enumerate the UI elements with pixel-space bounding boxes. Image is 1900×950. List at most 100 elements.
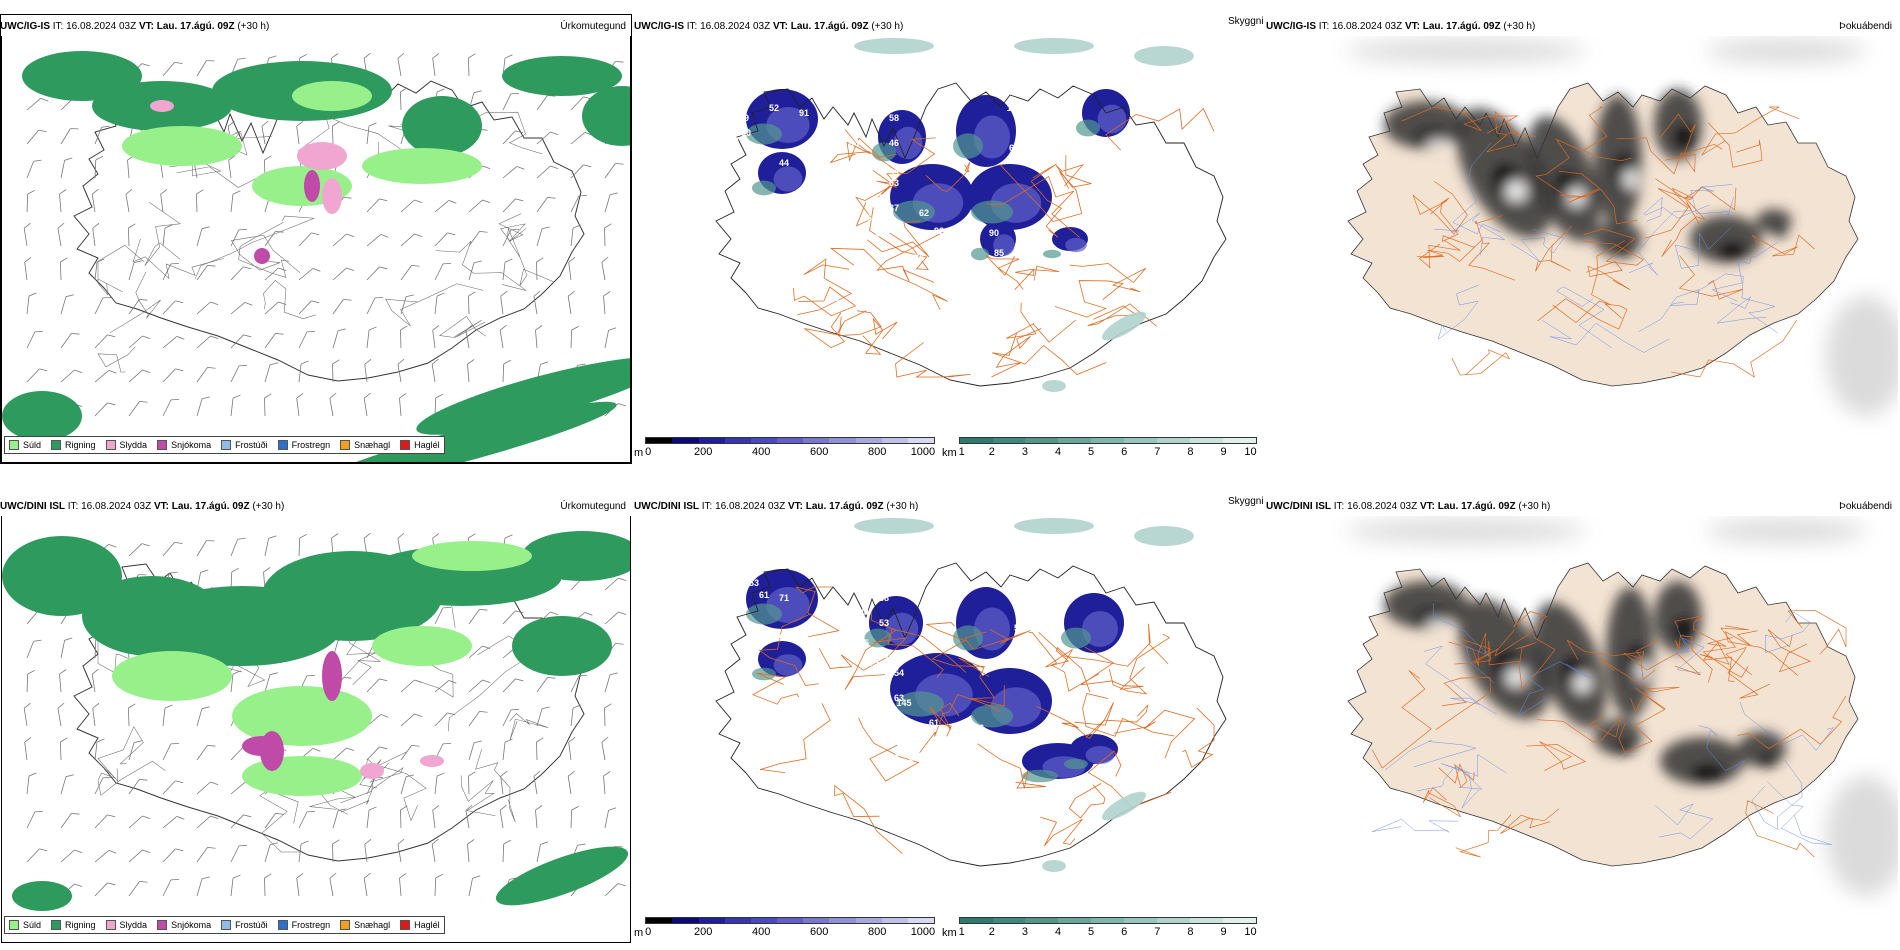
colorbar-cell — [1091, 438, 1125, 443]
colorbar-cell — [1124, 918, 1158, 923]
ceiling-value: 44 — [779, 158, 789, 168]
precip-areas — [2, 51, 630, 462]
model-name: UWC/DINI ISL — [1266, 501, 1331, 512]
ceiling-value: 38 — [859, 758, 869, 768]
it-value: 16.08.2024 03Z — [81, 501, 152, 512]
legend-item: Haglél — [400, 440, 440, 450]
ceiling-value: 66 — [879, 588, 889, 598]
ceiling-value: 60 — [741, 128, 751, 138]
legend-item: Rigning — [51, 440, 96, 450]
ceiling-value: 54 — [1014, 623, 1024, 633]
colorbar-cell — [750, 918, 778, 923]
ceiling-value: 80 — [739, 248, 749, 258]
colorbar-tick: 6 — [1121, 926, 1128, 938]
ceiling-value: 90 — [989, 228, 999, 238]
legend-label: Súld — [23, 440, 42, 450]
ceiling-value: 95 — [731, 148, 741, 158]
ceiling-value: 61 — [759, 590, 769, 600]
ceiling-value: 89 — [954, 748, 964, 758]
it-value: 16.08.2024 03Z — [1332, 21, 1403, 32]
row1-header-vis: UWC/IG-IS IT: 16.08.2024 03Z VT: Lau. 17… — [634, 18, 1264, 34]
colorbar-tick: 800 — [867, 926, 887, 938]
legend-swatch — [221, 920, 232, 930]
colorbar-cell — [959, 918, 993, 923]
colorbar-cell — [1025, 438, 1059, 443]
colorbar-unit: m — [634, 447, 644, 459]
panel-title-visibility: Skyggni — [1228, 16, 1264, 27]
vt-value: Lau. 17.ágú. 09Z — [805, 501, 884, 512]
colorbar-tick: 800 — [867, 446, 887, 458]
ceiling-value: 53 — [889, 168, 899, 178]
colorbar-cell — [881, 438, 909, 443]
ceiling-value: 76 — [969, 743, 979, 753]
model-name: UWC/DINI ISL — [0, 501, 65, 512]
colorbar-tick: 1000 — [910, 926, 936, 938]
ceiling-value: 62 — [919, 208, 929, 218]
ceiling-value: 58 — [879, 573, 889, 583]
ceiling-value: 50 — [864, 158, 874, 168]
legend-swatch — [340, 920, 351, 930]
visibility-map-bottom: 56 94 63 61 71 57 74 66 44 58 38 53 55 75 53 54 63 57 145 6… — [634, 516, 1264, 916]
colorbar-cell — [1025, 918, 1059, 923]
colorbar-tick: 8 — [1187, 926, 1194, 938]
colorbar-tick: 9 — [1220, 446, 1227, 458]
visibility-map-top: 75 52 91 69 74 60 95 85 44 87 83 58 46 50 53 63 63 54 61 87… — [634, 36, 1264, 434]
precip-areas — [2, 531, 630, 911]
legend-label: Frostúði — [235, 920, 268, 930]
legend-item: Haglél — [400, 920, 440, 930]
legend-swatch — [105, 920, 116, 930]
row2-header-vis: UWC/DINI ISL IT: 16.08.2024 03Z VT: Lau.… — [634, 498, 1264, 514]
ceiling-value: 86 — [974, 723, 984, 733]
legend-label: Frostregn — [291, 440, 331, 450]
ceiling-value: 63 — [889, 178, 899, 188]
colorbar-cell — [1222, 438, 1256, 443]
ceiling-value: 76 — [914, 253, 924, 263]
precip-legend-bottom: Súld Rigning Slydda Snjókoma Frostúði Frostre… — [4, 916, 445, 934]
legend-label: Snæhagl — [354, 920, 391, 930]
ceiling-value: 37 — [719, 258, 729, 268]
ceiling-value: 59 — [1019, 608, 1029, 618]
colorbar-unit: km — [942, 447, 957, 459]
model-name: UWC/IG-IS — [1266, 21, 1316, 32]
panel-title-fog: Þokuábendi — [1839, 501, 1892, 512]
colorbar-cell — [959, 438, 993, 443]
colorbar-cell — [1091, 918, 1125, 923]
sea-fog — [1346, 39, 1898, 416]
ceiling-value: 52 — [769, 103, 779, 113]
lead-time: (+30 h) — [252, 501, 285, 512]
precip-legend-top: Súld Rigning Slydda Snjókoma Frostúði Frostre… — [4, 436, 445, 454]
ceiling-value: 56 — [779, 548, 789, 558]
legend-swatch — [400, 440, 411, 450]
it-label: IT: — [701, 501, 713, 512]
colorbar-cell — [724, 438, 751, 443]
ceiling-value: 53 — [879, 618, 889, 628]
legend-label: Slydda — [119, 920, 148, 930]
legend-swatch — [157, 920, 168, 930]
vt-value: Lau. 17.ágú. 09Z — [156, 21, 235, 32]
vt-label: VT: — [1404, 21, 1420, 32]
colorbar-tick: 10 — [1244, 446, 1257, 458]
cloud-ceiling-areas — [746, 89, 1130, 261]
visibility-areas — [854, 518, 1194, 872]
colorbar-tick: 3 — [1021, 926, 1028, 938]
it-label: IT: — [686, 21, 698, 32]
colorbar-cell — [1189, 438, 1223, 443]
legend-item: Snjókoma — [157, 920, 211, 930]
legend-label: Rigning — [65, 920, 96, 930]
row1-header-precip: UWC/IG-IS IT: 16.08.2024 03Z VT: Lau. 17… — [0, 18, 632, 34]
legend-label: Haglél — [414, 920, 440, 930]
ceiling-value: 64 — [884, 293, 894, 303]
colorbar-cell — [992, 918, 1026, 923]
legend-swatch — [277, 440, 288, 450]
legend-swatch — [277, 920, 288, 930]
legend-label: Snæhagl — [354, 440, 391, 450]
colorbar-cell — [829, 918, 856, 923]
lead-time: (+30 h) — [886, 501, 919, 512]
ceiling-value: 91 — [799, 108, 809, 118]
visibility-colorbar-top: km 1 2 3 4 5 6 7 8 9 10 — [942, 437, 1257, 459]
legend-item: Snjókoma — [157, 440, 211, 450]
colorbar-cell — [908, 438, 935, 443]
colorbar-unit: km — [942, 927, 957, 939]
legend-item: Snæhagl — [340, 920, 390, 930]
